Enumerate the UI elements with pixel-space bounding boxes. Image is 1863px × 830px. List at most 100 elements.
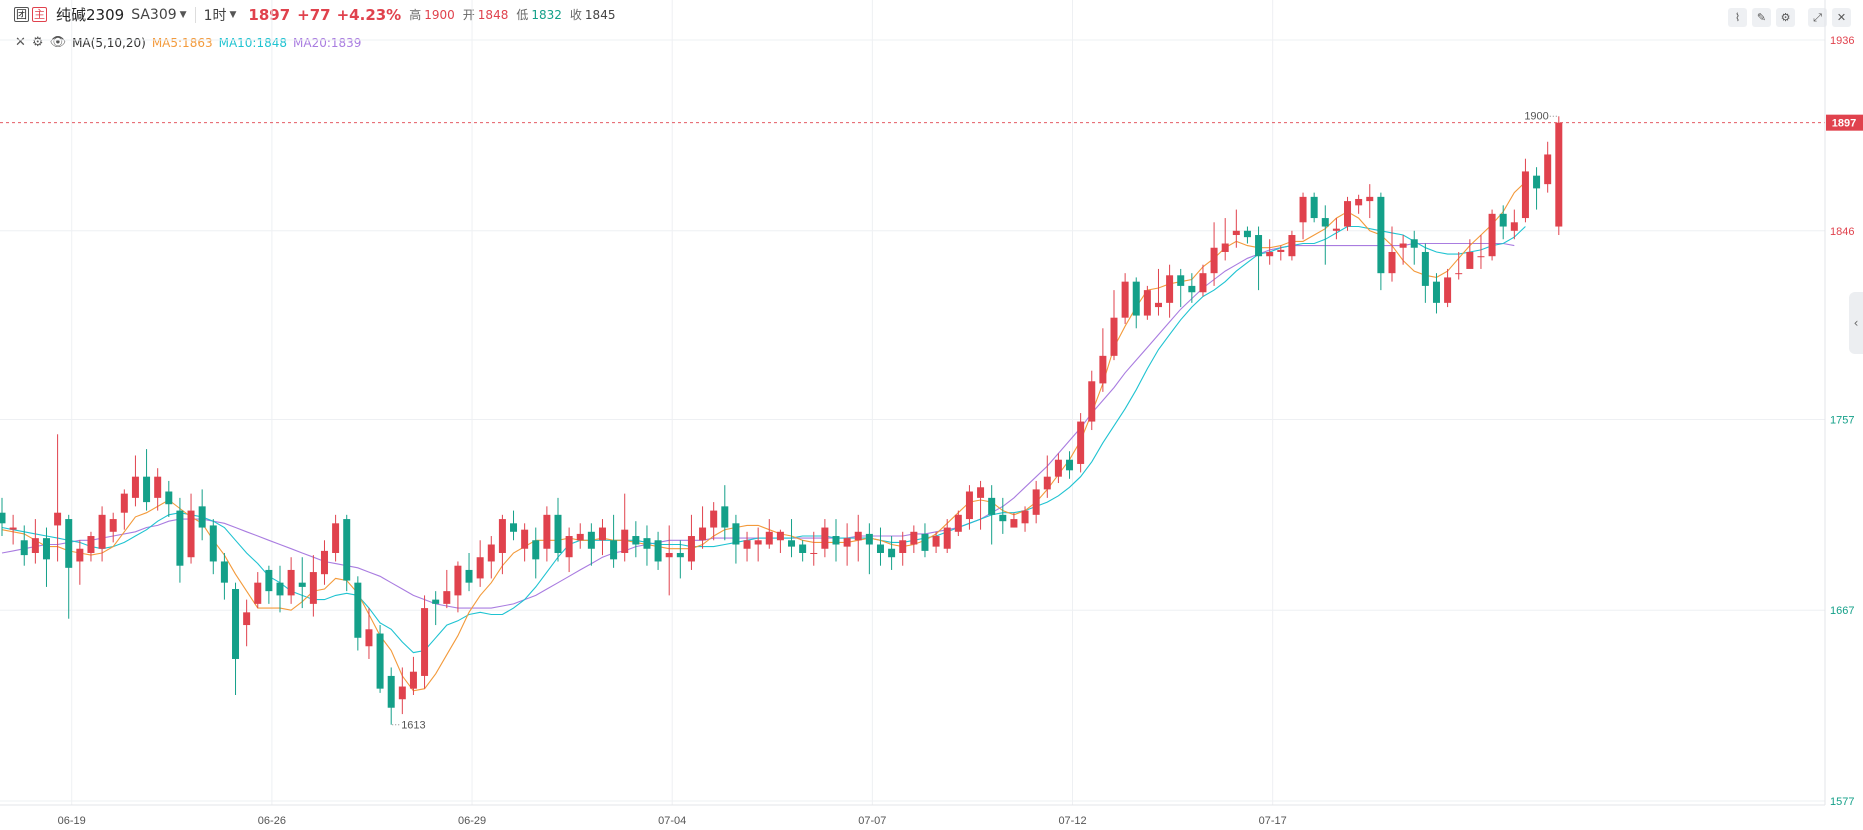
candle-body <box>876 544 884 553</box>
indicator-settings-icon[interactable]: ⚙ <box>31 35 44 50</box>
candle-up <box>1077 413 1085 473</box>
candle-body <box>165 491 173 505</box>
candle-down <box>888 536 896 570</box>
close-icon[interactable]: ✕ <box>1832 8 1851 27</box>
candle-body <box>1054 459 1062 477</box>
candle-body <box>1243 230 1251 238</box>
candle-up <box>932 531 940 553</box>
candle-body <box>854 531 862 541</box>
group-tag[interactable]: 团 <box>14 7 29 22</box>
interval-select[interactable]: 1时 <box>203 7 227 24</box>
close-indicator-icon[interactable]: ✕ <box>15 35 26 50</box>
indicator-icon[interactable]: ⌇ <box>1728 8 1747 27</box>
candle-up <box>54 434 62 562</box>
candle-up <box>398 667 406 715</box>
y-tick-label: 1757 <box>1830 414 1854 426</box>
candle-body <box>1521 171 1529 219</box>
candle-body <box>131 476 139 498</box>
candle-body <box>20 540 28 556</box>
price-marks: 1897 1900 1613 <box>0 110 1863 732</box>
x-tick-label: 07-17 <box>1259 815 1287 827</box>
candle-up <box>87 531 95 562</box>
candle-up <box>365 608 373 659</box>
candle-body <box>1210 247 1218 274</box>
candle-body <box>1377 196 1385 274</box>
symbol-code[interactable]: SA309 <box>131 6 177 23</box>
candle-body <box>899 540 907 553</box>
candle-up <box>1466 239 1474 269</box>
candle-up <box>243 599 251 647</box>
candle-body <box>587 531 595 549</box>
candle-body <box>220 561 228 583</box>
candle-up <box>954 510 962 537</box>
candle-down <box>220 552 228 600</box>
interval-dropdown-icon[interactable]: ▼ <box>229 9 237 20</box>
low-value: 1832 <box>531 7 562 22</box>
candle-body <box>1321 218 1329 227</box>
candle-body <box>910 531 918 545</box>
candle-up <box>1521 158 1529 223</box>
candle-body <box>532 540 540 560</box>
candle-up <box>320 540 328 585</box>
settings-icon[interactable]: ⚙ <box>1776 8 1795 27</box>
candle-up <box>1088 370 1096 431</box>
side-panel-toggle-icon[interactable]: ‹ <box>1849 292 1863 354</box>
candle-up <box>754 527 762 562</box>
candle-body <box>1266 251 1274 257</box>
candle-body <box>977 487 985 498</box>
candle-up <box>254 572 262 609</box>
candle-body <box>1010 519 1018 528</box>
candle-up <box>1210 222 1218 286</box>
candle-up <box>1288 230 1296 261</box>
candle-up <box>154 468 162 511</box>
main-contract-tag[interactable]: 主 <box>32 7 47 22</box>
candle-down <box>1243 226 1251 244</box>
candle-down <box>354 576 362 651</box>
candle-up <box>1277 245 1285 261</box>
candle-body <box>454 565 462 596</box>
chart-toolbar: ⌇ ✎ ⚙ ⤢ ✕ <box>1723 8 1851 27</box>
candle-up <box>576 523 584 549</box>
candle-body <box>287 569 295 596</box>
candle-body <box>865 533 873 545</box>
current-price-badge <box>1826 114 1863 131</box>
candle-body <box>643 538 651 549</box>
y-tick-label: 1577 <box>1830 796 1854 808</box>
candle-up <box>1488 209 1496 261</box>
candle-body <box>65 519 73 568</box>
candle-up <box>899 531 907 566</box>
close-label: 收 <box>569 8 582 22</box>
candle-up <box>1054 453 1062 484</box>
candle-body <box>1455 273 1463 275</box>
ma5-value: MA5:1863 <box>151 35 213 50</box>
candle-body <box>687 536 695 562</box>
candle-body <box>732 523 740 545</box>
symbol-name[interactable]: 纯碱2309 <box>56 6 125 24</box>
last-price: 1897 <box>248 5 291 24</box>
candle-up <box>543 506 551 562</box>
candle-body <box>0 512 6 524</box>
ma10-value: MA10:1848 <box>218 35 288 50</box>
candle-up <box>854 514 862 562</box>
candle-down <box>643 525 651 566</box>
candle-body <box>432 599 440 604</box>
candle-body <box>576 533 584 541</box>
candle-up <box>621 493 629 562</box>
candle-body <box>1166 275 1174 303</box>
candle-body <box>743 540 751 549</box>
candle-down <box>1410 230 1418 265</box>
candle-body <box>954 514 962 532</box>
grid-lines <box>0 0 1825 805</box>
candle-down <box>232 582 240 696</box>
fullscreen-icon[interactable]: ⤢ <box>1808 8 1827 27</box>
symbol-dropdown-icon[interactable]: ▼ <box>179 9 187 20</box>
visibility-eye-icon[interactable]: 👁 <box>49 35 67 50</box>
candle-body <box>320 550 328 575</box>
draw-pen-icon[interactable]: ✎ <box>1752 8 1771 27</box>
y-tick-label: 1667 <box>1830 605 1854 617</box>
candle-down <box>1499 205 1507 240</box>
candle-down <box>732 514 740 564</box>
candle-up <box>1366 184 1374 219</box>
